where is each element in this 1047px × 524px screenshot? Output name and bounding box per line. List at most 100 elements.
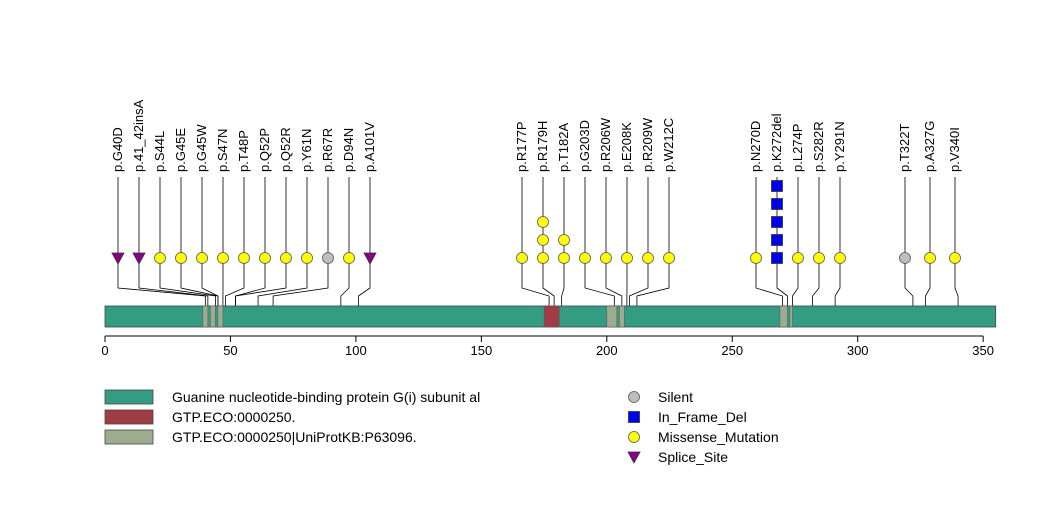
mutation-label: p.41_42insA: [131, 99, 146, 172]
mutation-marker: [343, 252, 355, 264]
type-legend-marker: [628, 431, 640, 443]
mutation-marker: [899, 252, 911, 264]
mutation-label: p.E208K: [619, 122, 634, 172]
mutation-label: p.W212C: [661, 118, 676, 172]
mutation-marker: [301, 252, 313, 264]
mutation-stem: [834, 177, 841, 306]
domain-segment: [619, 305, 625, 328]
domain-segment: [217, 305, 224, 328]
mutation-label: p.T182A: [556, 123, 571, 172]
mutation-marker: [132, 252, 146, 265]
mutation-stem: [561, 177, 565, 306]
mutation-marker: [949, 252, 961, 264]
mutation-label: p.Q52R: [278, 127, 293, 172]
mutation-stem: [605, 177, 623, 306]
mutation-label: p.A327G: [922, 121, 937, 172]
axis-tick-label: 50: [223, 343, 237, 358]
mutation-marker: [771, 198, 783, 210]
protein-track: [104, 305, 997, 328]
axis-tick-label: 350: [972, 343, 994, 358]
mutation-label: p.T322T: [897, 124, 912, 172]
mutation-marker: [600, 252, 612, 264]
mutation-marker: [322, 252, 334, 264]
domain-legend-label: GTP.ECO:0000250|UniProtKB:P63096.: [172, 429, 417, 445]
mutation-stem: [636, 177, 670, 306]
mutation-label: p.G203D: [577, 120, 592, 172]
mutation-marker: [175, 252, 187, 264]
mutation-marker: [771, 180, 783, 192]
mutation-marker: [771, 252, 783, 264]
mutation-label: p.S44L: [152, 131, 167, 172]
mutation-marker: [834, 252, 846, 264]
mutation-marker: [792, 252, 804, 264]
domain-segment: [779, 305, 788, 328]
mutation-marker: [516, 252, 528, 264]
axis-tick-label: 0: [101, 343, 108, 358]
mutation-label: p.T48P: [236, 130, 251, 172]
mutation-stem: [235, 177, 266, 306]
mutation-labels: p.G40D p.41_42insA p.S44L p.G45E p.G45W p.S47…: [110, 99, 962, 172]
mutation-stem: [138, 177, 209, 306]
mutation-marker: [813, 252, 825, 264]
axis-tick-label: 200: [596, 343, 618, 358]
mutation-label: p.N270D: [748, 121, 763, 172]
type-legend-label: Missense_Mutation: [658, 429, 779, 445]
mutation-stem: [628, 177, 649, 306]
mutation-marker: [217, 252, 229, 264]
type-legend-marker: [627, 451, 641, 464]
mutation-stem: [159, 177, 216, 306]
type-legend-label: Silent: [658, 389, 693, 405]
mutation-stem: [542, 177, 555, 306]
domain-legend-swatch: [104, 409, 154, 425]
mutation-marker: [537, 216, 549, 228]
axis-tick-label: 250: [721, 343, 743, 358]
mutation-marker: [558, 234, 570, 246]
mutation-label: p.V340I: [947, 127, 962, 172]
domain-segment: [606, 305, 618, 328]
mutation-marker: [111, 252, 125, 265]
mutation-stem: [521, 177, 550, 306]
mutation-stem: [792, 177, 799, 306]
mutation-stem: [272, 177, 329, 306]
mutation-label: p.G45W: [194, 124, 209, 172]
mutation-label: p.G40D: [110, 127, 125, 172]
mutation-stem: [904, 177, 914, 306]
mutation-stem: [584, 177, 615, 306]
domain-segment: [543, 305, 560, 328]
mutation-stem: [180, 177, 219, 306]
mutation-marker: [238, 252, 250, 264]
mutation-markers: [111, 180, 961, 265]
domain-segment: [202, 305, 209, 328]
mutation-marker: [537, 252, 549, 264]
mutation-marker: [280, 252, 292, 264]
mutation-marker: [196, 252, 208, 264]
domain-legend-label: Guanine nucleotide-binding protein G(i) …: [172, 389, 480, 405]
domain-legend-swatch: [104, 429, 154, 445]
mutation-label: p.Q52P: [257, 128, 272, 172]
mutation-stem: [235, 177, 287, 306]
legend: Guanine nucleotide-binding protein G(i) …: [104, 389, 779, 465]
mutation-stem: [201, 177, 219, 306]
mutation-marker: [750, 252, 762, 264]
domain-segment: [789, 305, 793, 328]
mutation-marker: [663, 252, 675, 264]
mutation-marker: [771, 234, 783, 246]
mutation-stem: [340, 177, 350, 306]
mutation-stem: [755, 177, 783, 306]
mutation-marker: [259, 252, 271, 264]
mutation-label: p.G45E: [173, 128, 188, 172]
mutation-stem: [358, 177, 371, 306]
mutation-marker: [537, 234, 549, 246]
mutation-label: p.Y291N: [832, 121, 847, 172]
mutation-label: p.D94N: [341, 128, 356, 172]
domain-segment: [210, 305, 216, 328]
type-legend-label: In_Frame_Del: [658, 409, 747, 425]
mutation-stem: [925, 177, 931, 306]
mutation-label: p.R67R: [320, 128, 335, 172]
axis-tick-label: 100: [345, 343, 367, 358]
mutation-label: p.S47N: [215, 129, 230, 172]
mutation-label: p.A101V: [362, 122, 377, 172]
mutation-label: p.R179H: [535, 121, 550, 172]
domain-legend-label: GTP.ECO:0000250.: [172, 409, 295, 425]
